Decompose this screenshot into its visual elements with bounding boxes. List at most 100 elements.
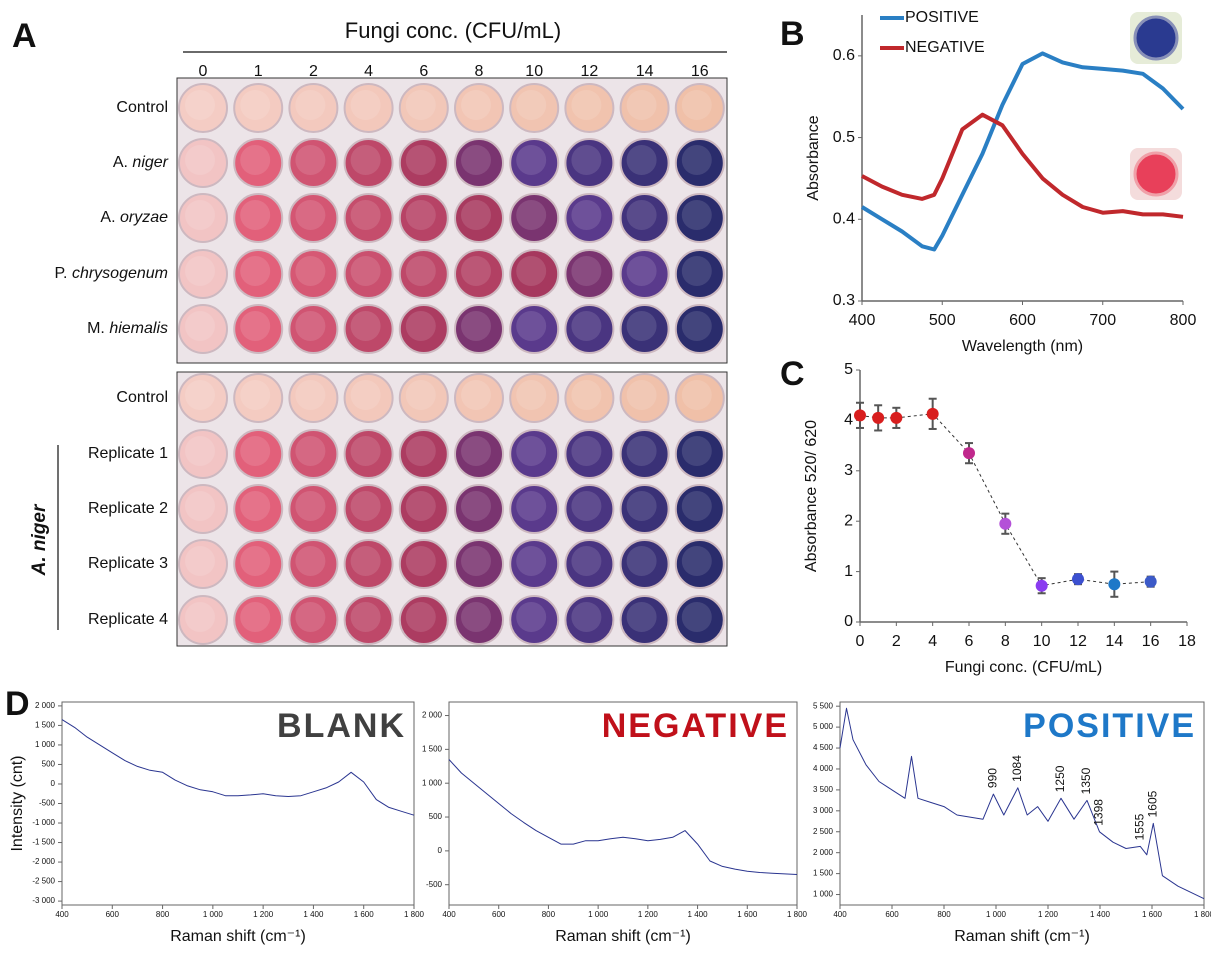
well xyxy=(564,429,615,479)
well-highlight xyxy=(295,602,326,632)
y-tick-label: 3 000 xyxy=(813,806,834,815)
well xyxy=(619,484,670,534)
well-highlight xyxy=(626,602,657,632)
legend-label: NEGATIVE xyxy=(905,39,985,56)
well-highlight xyxy=(461,145,491,175)
well-highlight xyxy=(461,602,491,632)
x-tick-label: 500 xyxy=(929,312,956,329)
well xyxy=(233,429,284,479)
row-label: P. chrysogenum xyxy=(54,265,168,282)
plot-title: NEGATIVE xyxy=(602,707,789,745)
x-tick-label: 800 xyxy=(542,910,556,919)
well-highlight xyxy=(350,200,381,230)
x-tick-label: 1 400 xyxy=(1090,910,1111,919)
column-label: 8 xyxy=(475,63,484,80)
well xyxy=(509,138,560,188)
x-tick-label: 600 xyxy=(492,910,506,919)
well xyxy=(178,595,228,645)
well xyxy=(509,83,560,133)
x-tick-label: 1 600 xyxy=(737,910,758,919)
point xyxy=(890,411,903,424)
y-tick-label: 500 xyxy=(42,760,56,769)
column-label: 0 xyxy=(199,63,208,80)
x-tick-label: 400 xyxy=(833,910,847,919)
well-highlight xyxy=(516,256,547,286)
well-highlight xyxy=(571,491,602,521)
series-line xyxy=(861,112,1184,219)
x-tick-label: 1 400 xyxy=(688,910,709,919)
x-tick-label: 1 600 xyxy=(354,910,375,919)
well-highlight xyxy=(681,380,712,410)
row-species: oryzae xyxy=(120,209,168,226)
column-label: 10 xyxy=(525,63,543,80)
well xyxy=(509,304,560,354)
well-highlight xyxy=(350,491,381,521)
well-highlight xyxy=(185,602,215,632)
well-highlight xyxy=(681,311,712,341)
plate-title: Fungi conc. (CFU/mL) xyxy=(345,18,561,43)
row-label: Replicate 3 xyxy=(88,555,168,572)
well xyxy=(398,249,449,299)
peak-label: 1555 xyxy=(1132,813,1146,840)
well-highlight xyxy=(571,90,602,120)
well-highlight xyxy=(626,546,657,576)
x-tick-label: 1 400 xyxy=(303,910,324,919)
well xyxy=(343,484,394,534)
column-label: 14 xyxy=(636,63,654,80)
y-tick-label: 0.4 xyxy=(833,211,855,228)
well-highlight xyxy=(626,200,657,230)
point xyxy=(872,411,885,424)
y-tick-label: 0 xyxy=(844,613,853,630)
plot-title: BLANK xyxy=(277,707,406,745)
well-highlight xyxy=(571,311,602,341)
well xyxy=(398,484,449,534)
y-tick-label: 4 xyxy=(844,412,853,429)
x-tick-label: 1 200 xyxy=(253,910,274,919)
well xyxy=(343,83,394,133)
well-highlight xyxy=(240,311,271,341)
x-axis-label: Raman shift (cm⁻¹) xyxy=(555,928,691,945)
well-highlight xyxy=(350,90,381,120)
well xyxy=(674,193,725,243)
series-line xyxy=(839,707,1205,900)
well xyxy=(564,373,615,423)
well-highlight xyxy=(461,256,491,286)
x-tick-label: 800 xyxy=(1170,312,1197,329)
row-abbr: A. xyxy=(100,209,115,226)
point xyxy=(1108,578,1121,591)
well-highlight xyxy=(516,436,547,466)
y-tick-label: 2 000 xyxy=(35,701,56,710)
well xyxy=(454,249,504,299)
well xyxy=(288,595,339,645)
well xyxy=(619,138,670,188)
row-species: chrysogenum xyxy=(72,265,168,282)
well-highlight xyxy=(350,311,381,341)
well-highlight xyxy=(626,145,657,175)
y-axis-label: Absorbance 520/ 620 xyxy=(803,420,820,572)
y-tick-label: 0.3 xyxy=(833,292,855,309)
x-tick-label: 4 xyxy=(928,633,937,650)
x-tick-label: 1 800 xyxy=(404,910,425,919)
well-highlight xyxy=(405,491,436,521)
x-tick-label: 400 xyxy=(442,910,456,919)
well xyxy=(619,373,670,423)
well-highlight xyxy=(571,546,602,576)
y-tick-label: 1 000 xyxy=(35,740,56,749)
well-highlight xyxy=(240,145,271,175)
y-axis-label: Intensity (cnt) xyxy=(9,755,26,851)
x-tick-label: 1 000 xyxy=(203,910,224,919)
x-tick-label: 1 800 xyxy=(1194,910,1211,919)
well xyxy=(509,429,560,479)
well xyxy=(398,595,449,645)
well xyxy=(233,193,284,243)
plot-title: POSITIVE xyxy=(1023,707,1196,745)
y-tick-label: 2 xyxy=(844,512,853,529)
y-tick-label: 0 xyxy=(51,779,56,788)
well-highlight xyxy=(240,436,271,466)
peak-label: 1250 xyxy=(1053,765,1067,792)
row-abbr: M. xyxy=(87,320,105,337)
well xyxy=(398,373,449,423)
well xyxy=(398,304,449,354)
y-tick-label: 0 xyxy=(438,846,443,855)
well xyxy=(343,138,394,188)
